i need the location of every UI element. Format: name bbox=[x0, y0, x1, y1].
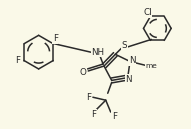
Text: Cl: Cl bbox=[143, 8, 152, 17]
Text: F: F bbox=[112, 112, 117, 120]
Text: F: F bbox=[91, 110, 96, 119]
Text: O: O bbox=[80, 68, 87, 77]
Text: S: S bbox=[121, 41, 127, 50]
Text: me: me bbox=[146, 63, 158, 69]
Text: NH: NH bbox=[91, 48, 105, 57]
Text: F: F bbox=[87, 93, 91, 102]
Text: N: N bbox=[129, 56, 135, 65]
Text: N: N bbox=[125, 75, 132, 84]
Text: F: F bbox=[53, 34, 58, 43]
Text: F: F bbox=[15, 56, 20, 65]
